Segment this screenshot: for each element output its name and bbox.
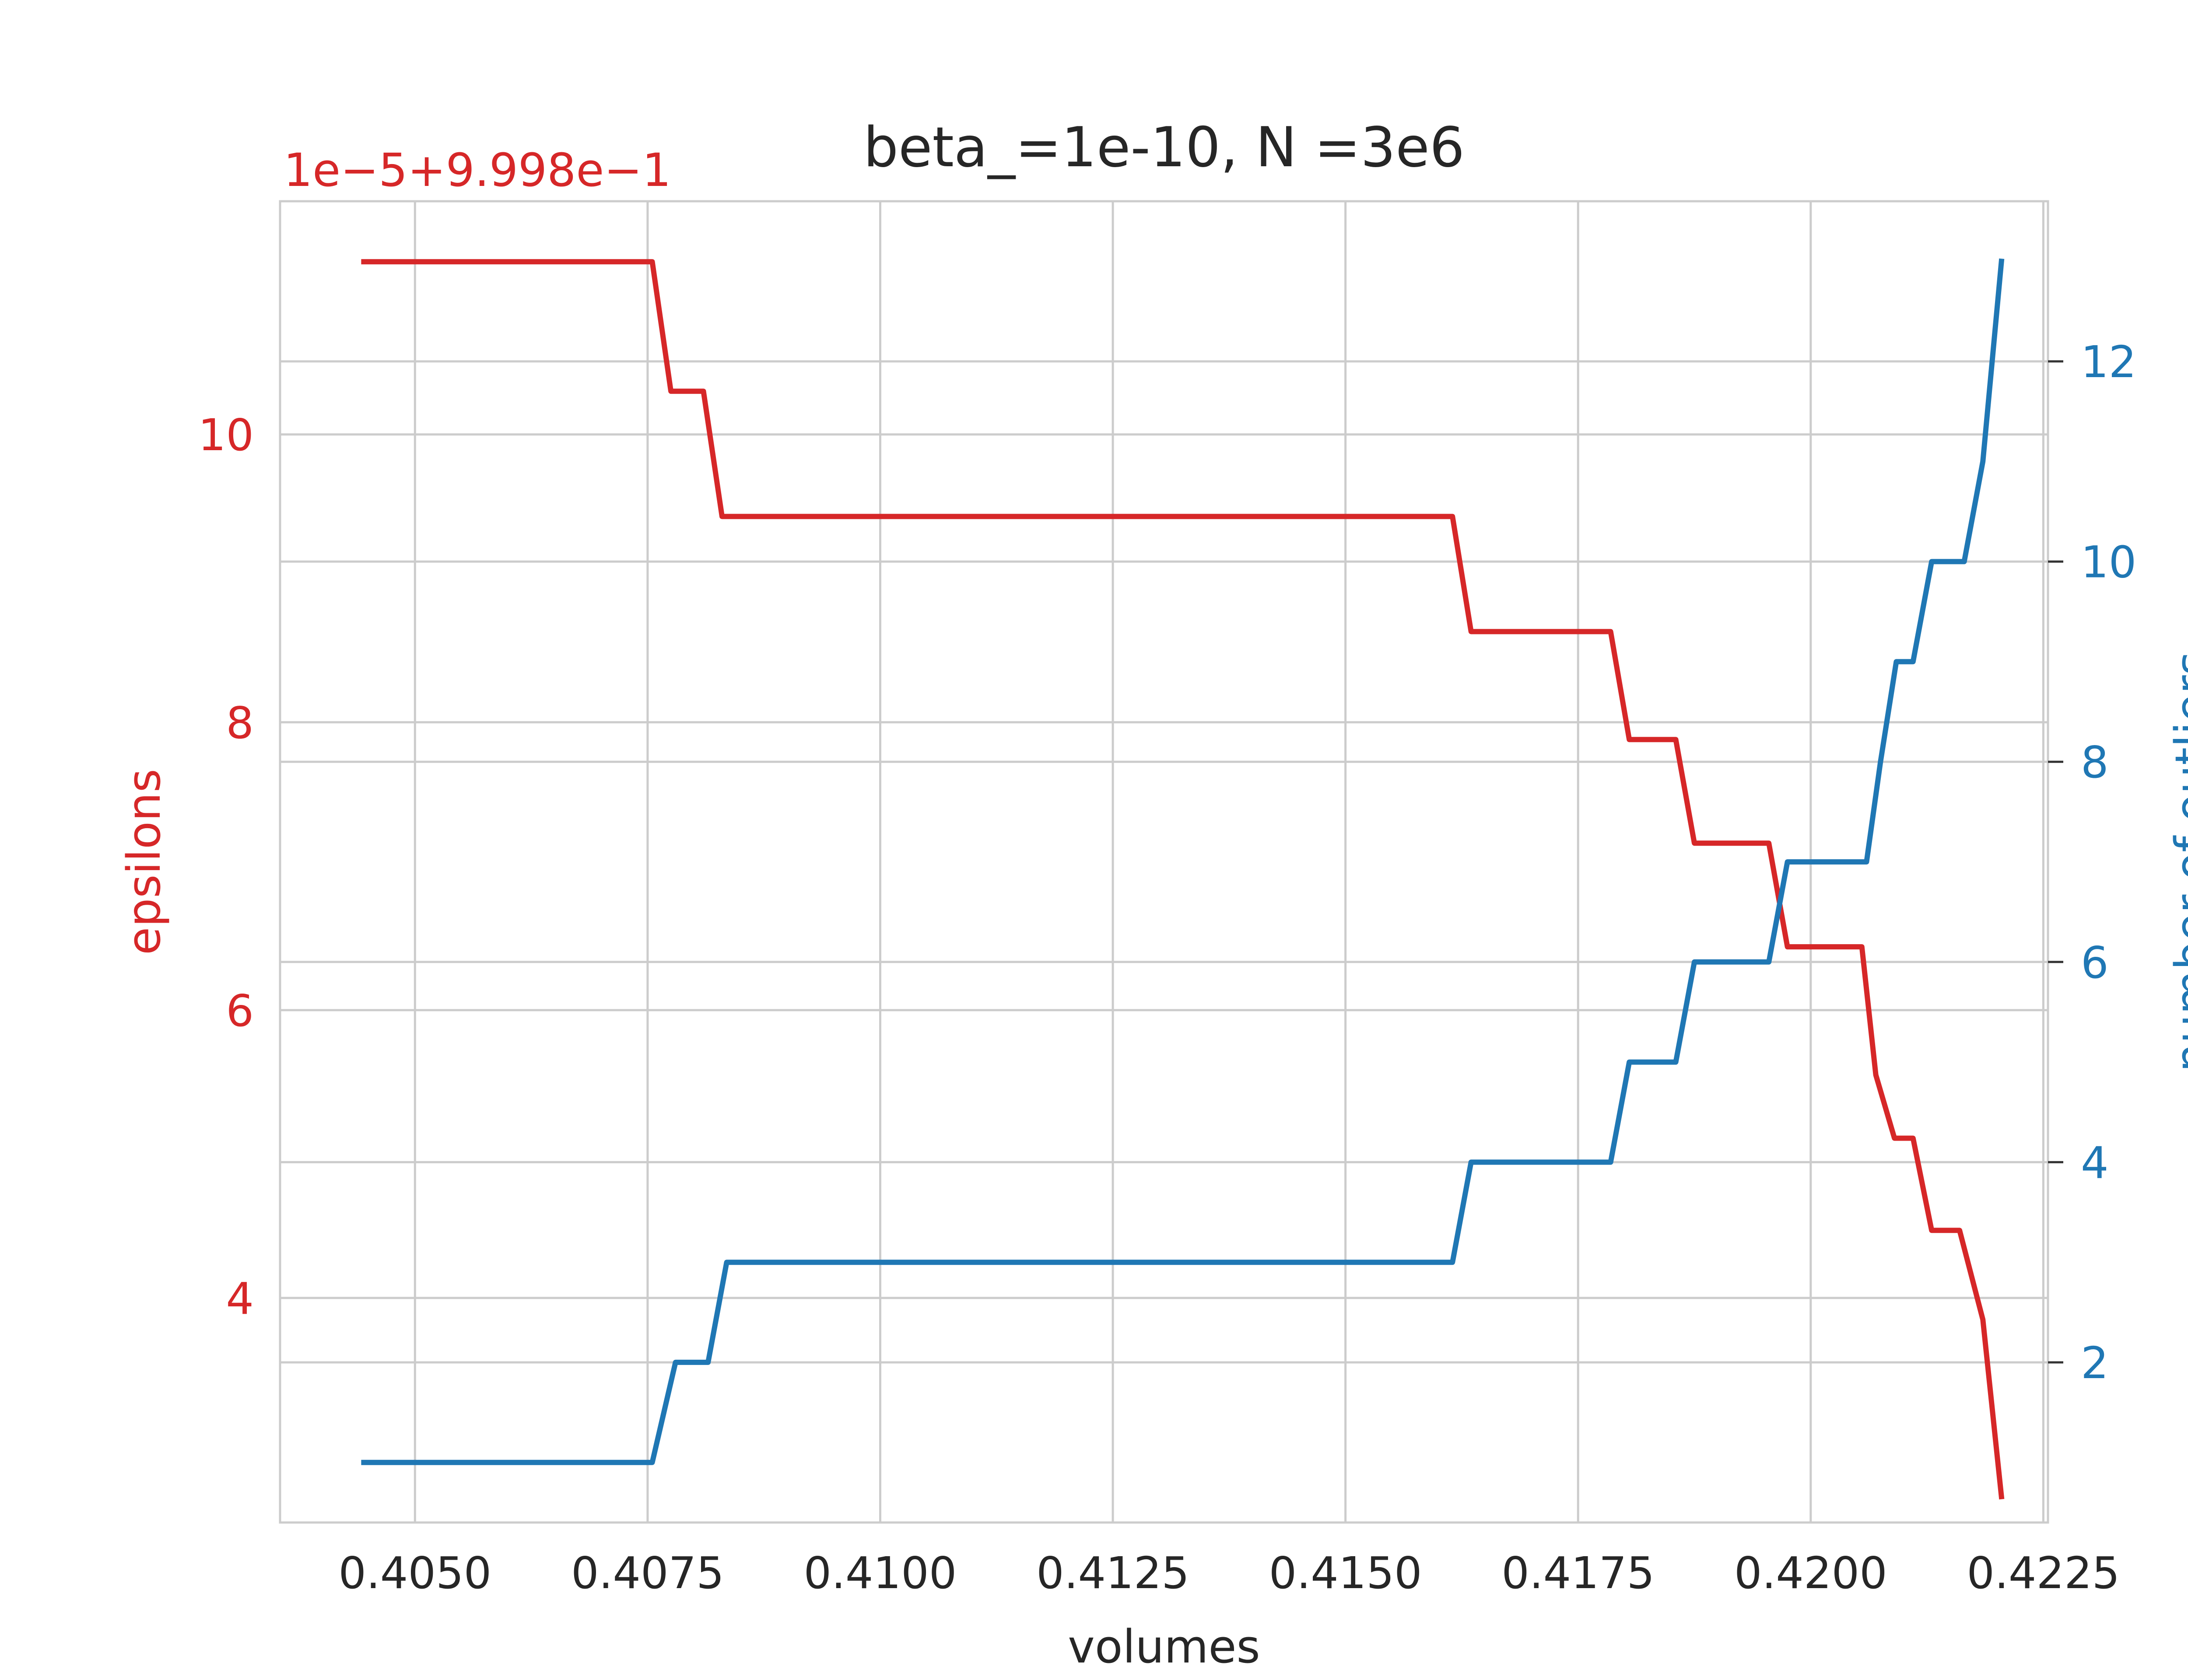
x-tick-label: 0.4125 xyxy=(1036,1547,1189,1599)
x-tick-label: 0.4075 xyxy=(571,1547,724,1599)
left-y-tick-label: 4 xyxy=(226,1273,254,1324)
left-y-tick-label: 8 xyxy=(226,697,254,749)
right-y-tick-label: 8 xyxy=(2081,737,2109,788)
left-y-gridlines xyxy=(280,433,2048,1299)
left-axis-offset-label: 1e−5+9.998e−1 xyxy=(284,144,671,197)
x-tick-label: 0.4050 xyxy=(338,1547,491,1599)
outliers-series-line xyxy=(361,258,2005,1465)
right-y-tick-label: 6 xyxy=(2081,937,2109,988)
left-y-tick-labels: 4 6 8 10 xyxy=(198,410,254,1324)
right-y-tick-label: 10 xyxy=(2081,537,2136,588)
x-tick-label: 0.4100 xyxy=(804,1547,957,1599)
x-tick-labels: 0.4050 0.4075 0.4100 0.4125 0.4150 0.4175 0.42… xyxy=(338,1547,2120,1599)
plot-frame xyxy=(279,200,2049,1524)
right-y-axis-label: number of outliers xyxy=(2165,651,2188,1072)
right-y-ticks: 2 4 6 8 10 12 xyxy=(2048,336,2136,1389)
x-gridlines xyxy=(414,201,2044,1522)
left-y-tick-label: 6 xyxy=(226,985,254,1036)
x-tick-label: 0.4150 xyxy=(1269,1547,1422,1599)
right-y-tick-label: 2 xyxy=(2081,1337,2109,1389)
x-axis-label: volumes xyxy=(1068,1620,1260,1673)
epsilons-series-line xyxy=(361,259,2005,1500)
x-tick-label: 0.4200 xyxy=(1734,1547,1887,1599)
right-y-tick-label: 12 xyxy=(2081,336,2136,388)
series-layer xyxy=(361,258,2005,1500)
left-y-axis-label: epsilons xyxy=(117,769,171,955)
x-tick-label: 0.4175 xyxy=(1501,1547,1655,1599)
x-tick-label: 0.4225 xyxy=(1967,1547,2120,1599)
chart-title: beta_=1e-10, N =3e6 xyxy=(863,115,1465,179)
left-y-tick-label: 10 xyxy=(198,410,254,461)
right-y-tick-label: 4 xyxy=(2081,1137,2109,1188)
